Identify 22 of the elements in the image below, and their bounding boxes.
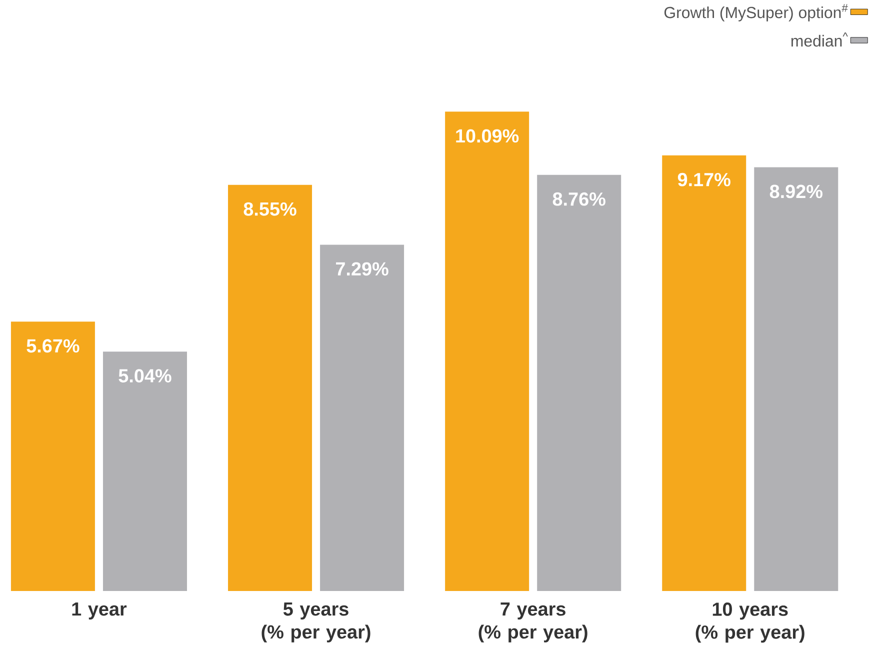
bar <box>320 244 404 591</box>
data-label: 5.67% <box>26 339 80 353</box>
x-tick-label: 5 years (% per year) <box>262 602 370 642</box>
data-label: 8.76% <box>552 192 606 206</box>
legend-label: median$^{^}$ <box>791 32 848 47</box>
bar <box>10 322 95 591</box>
x-tick-label: 7 years (% per year) <box>478 602 588 642</box>
bar <box>445 112 530 591</box>
bar <box>228 184 312 591</box>
data-label: 5.04% <box>118 369 172 382</box>
data-label: 10.09% <box>456 129 519 143</box>
bar <box>662 155 746 591</box>
data-label: 7.29% <box>336 262 388 276</box>
data-label: 9.17% <box>678 172 730 186</box>
bar <box>537 174 622 591</box>
data-label: 8.55% <box>244 202 296 216</box>
legend-label: Growth (MySuper) option$^{#}$ <box>664 4 848 22</box>
bar <box>754 167 838 591</box>
x-tick-label: 1 year <box>72 602 127 620</box>
x-tick-label: 10 years (% per year) <box>696 602 804 643</box>
data-label: 8.92% <box>770 184 822 198</box>
bar <box>102 352 187 591</box>
